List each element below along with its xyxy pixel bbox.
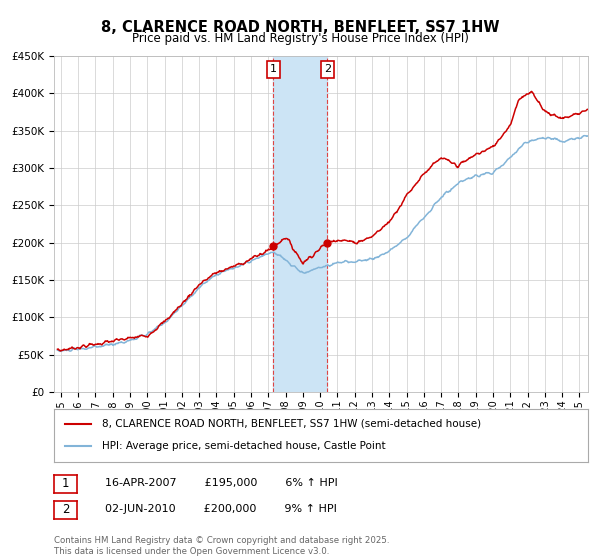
Text: 1: 1	[270, 64, 277, 74]
Text: 2: 2	[324, 64, 331, 74]
Text: 8, CLARENCE ROAD NORTH, BENFLEET, SS7 1HW: 8, CLARENCE ROAD NORTH, BENFLEET, SS7 1H…	[101, 20, 499, 35]
Bar	[274, 56, 328, 392]
Text: 2: 2	[62, 503, 69, 516]
Text: 16-APR-2007        £195,000        6% ↑ HPI: 16-APR-2007 £195,000 6% ↑ HPI	[105, 478, 338, 488]
Text: 8, CLARENCE ROAD NORTH, BENFLEET, SS7 1HW (semi-detached house): 8, CLARENCE ROAD NORTH, BENFLEET, SS7 1H…	[102, 419, 481, 429]
Text: Contains HM Land Registry data © Crown copyright and database right 2025.
This d: Contains HM Land Registry data © Crown c…	[54, 536, 389, 556]
Text: 02-JUN-2010        £200,000        9% ↑ HPI: 02-JUN-2010 £200,000 9% ↑ HPI	[105, 503, 337, 514]
Text: HPI: Average price, semi-detached house, Castle Point: HPI: Average price, semi-detached house,…	[102, 441, 386, 451]
Text: 1: 1	[62, 477, 69, 491]
Text: Price paid vs. HM Land Registry's House Price Index (HPI): Price paid vs. HM Land Registry's House …	[131, 32, 469, 45]
